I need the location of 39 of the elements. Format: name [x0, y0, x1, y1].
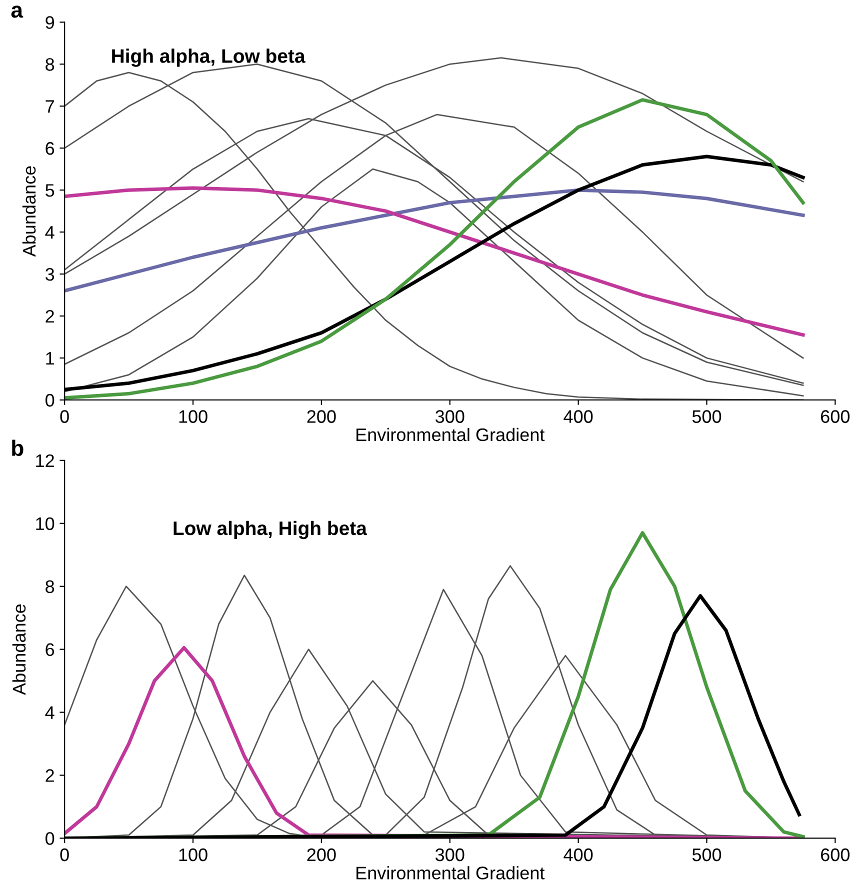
x-tick-label: 500: [692, 410, 722, 423]
y-tick-label: 2: [46, 310, 54, 323]
y-tick-label: 4: [45, 226, 54, 239]
y-tick-label: 8: [46, 58, 54, 71]
y-axis-title: Abundance: [22, 166, 36, 257]
x-tick-label: 500: [692, 848, 722, 862]
text: Low alpha, High beta: [174, 520, 368, 540]
x-tick-label: 100: [179, 410, 208, 423]
x-axis-title: Environmental Gradient: [356, 428, 545, 442]
x-tick-label: 400: [564, 848, 593, 862]
y-tick-label: 0: [46, 394, 54, 407]
y-axis-title: Abundance: [12, 604, 26, 695]
x-tick-label: 300: [436, 410, 464, 423]
y-tick-label: 10: [36, 517, 54, 530]
text: a: [11, 6, 24, 18]
x-tick-label: 0: [60, 410, 69, 423]
y-tick-label: 7: [46, 100, 54, 113]
y-tick-label: 6: [46, 643, 54, 656]
x-tick-label: 600: [821, 410, 850, 423]
y-tick-label: 12: [36, 454, 54, 467]
y-tick-label: 0: [46, 832, 54, 845]
y-tick-label: 5: [46, 184, 54, 197]
y-tick-label: 1: [46, 352, 54, 365]
y-tick-label: 4: [45, 706, 54, 719]
y-tick-label: 6: [46, 142, 54, 155]
x-tick-label: 300: [436, 848, 464, 862]
x-tick-label: 200: [307, 410, 336, 423]
text: b: [12, 440, 24, 456]
x-tick-label: 100: [179, 848, 208, 862]
x-tick-label: 600: [821, 848, 850, 862]
y-tick-label: 2: [46, 769, 54, 782]
text: High alpha, Low beta: [112, 48, 306, 67]
x-tick-label: 400: [564, 410, 593, 423]
y-tick-label: 8: [46, 580, 54, 594]
x-tick-label: 200: [307, 848, 336, 862]
y-tick-label: 9: [46, 16, 54, 29]
x-tick-label: 0: [60, 848, 69, 862]
x-axis-title: Environmental Gradient: [356, 866, 545, 880]
y-tick-label: 3: [46, 268, 54, 281]
